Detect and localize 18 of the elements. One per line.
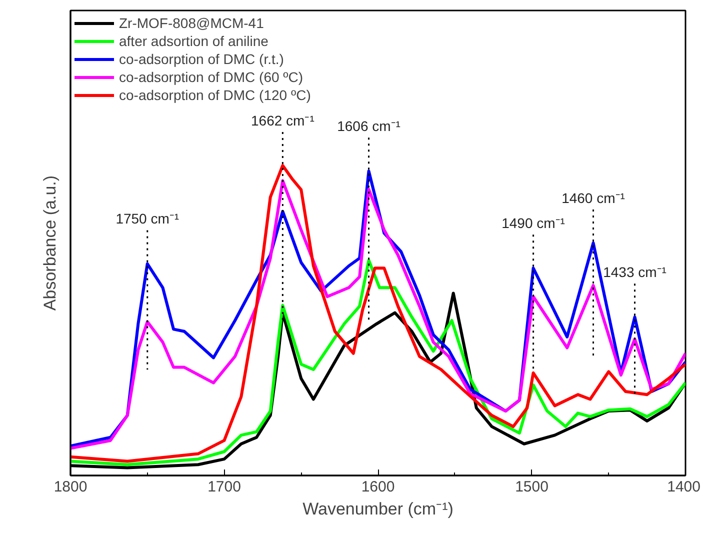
legend-label: after adsortion of aniline: [119, 32, 268, 50]
annotation: 1460 cm⁻¹: [562, 190, 626, 206]
legend-label: co-adsorption of DMC (60 ºC): [119, 68, 304, 86]
annotation: 1750 cm⁻¹: [116, 210, 180, 227]
x-axis-title: Wavenumber (cm⁻¹): [302, 500, 454, 518]
annotation: 1662 cm⁻¹: [250, 112, 315, 128]
x-tick-label: 1400: [667, 478, 701, 496]
x-tick-label: 1800: [54, 478, 88, 496]
annotation: 1433 cm⁻¹: [603, 264, 667, 280]
annotation: 1490 cm⁻¹: [502, 214, 566, 231]
legend-label: Zr-MOF-808@MCM-41: [119, 14, 264, 32]
x-tick-label: 1700: [208, 478, 241, 496]
x-tick-label: 1600: [361, 478, 395, 496]
annotation: 1606 cm⁻¹: [337, 118, 401, 134]
legend-label: co-adsorption of DMC (120 ºC): [119, 86, 311, 104]
y-axis-title: Absorbance (a.u.): [40, 175, 60, 311]
legend-label: co-adsorption of DMC (r.t.): [119, 50, 284, 68]
x-tick-label: 1500: [515, 478, 548, 496]
